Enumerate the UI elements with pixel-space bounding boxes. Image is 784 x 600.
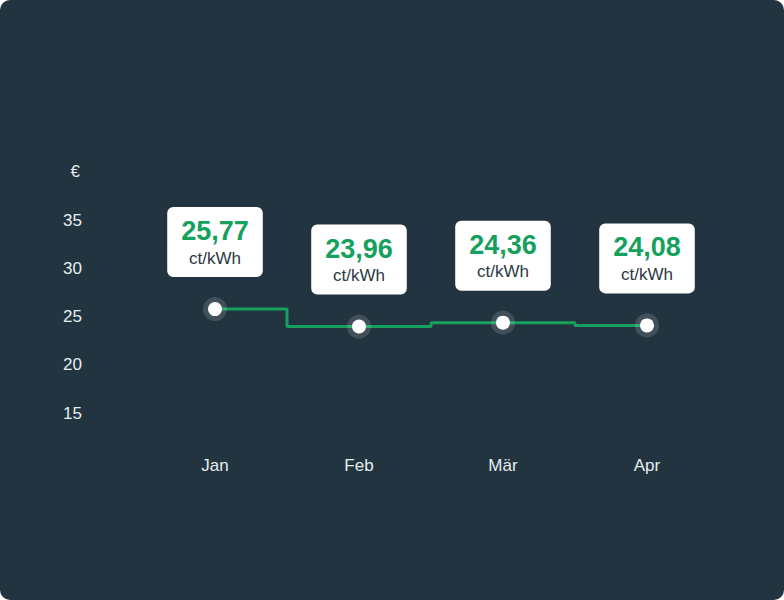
svg-text:Apr: Apr xyxy=(634,456,661,475)
svg-text:25,77: 25,77 xyxy=(181,216,249,246)
svg-text:23,96: 23,96 xyxy=(325,234,393,264)
svg-text:ct/kWh: ct/kWh xyxy=(477,262,529,281)
svg-text:25: 25 xyxy=(63,307,82,326)
svg-text:€: € xyxy=(71,162,81,181)
svg-text:Jan: Jan xyxy=(201,456,228,475)
svg-text:15: 15 xyxy=(63,404,82,423)
svg-text:24,08: 24,08 xyxy=(613,232,681,262)
svg-text:ct/kWh: ct/kWh xyxy=(621,265,673,284)
svg-text:Feb: Feb xyxy=(344,456,373,475)
svg-text:35: 35 xyxy=(63,211,82,230)
svg-text:24,36: 24,36 xyxy=(469,230,537,260)
svg-text:20: 20 xyxy=(63,355,82,374)
svg-text:ct/kWh: ct/kWh xyxy=(189,249,241,268)
svg-text:Mär: Mär xyxy=(488,456,518,475)
svg-text:ct/kWh: ct/kWh xyxy=(333,266,385,285)
svg-text:30: 30 xyxy=(63,259,82,278)
